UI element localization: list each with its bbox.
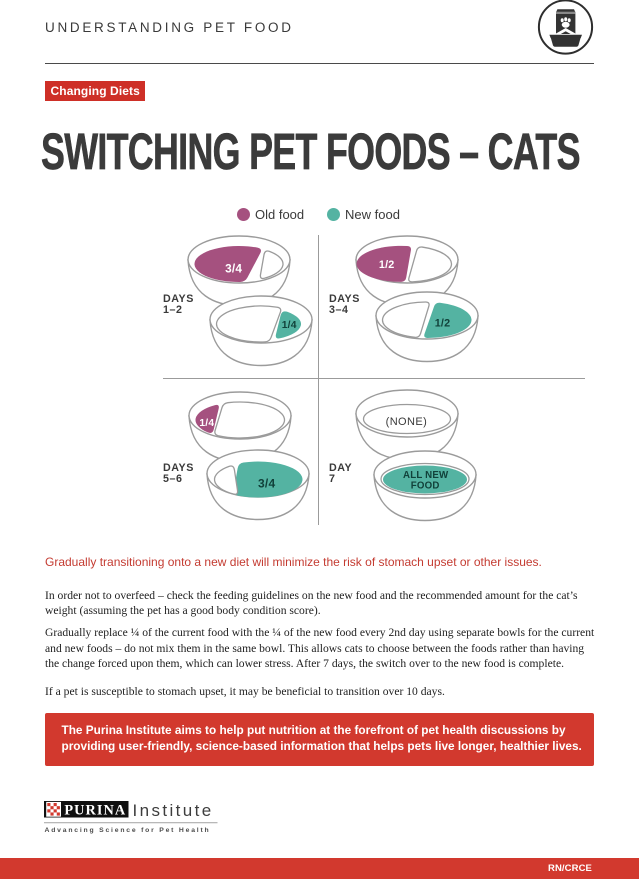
svg-text:3/4: 3/4 xyxy=(258,477,275,491)
svg-text:Advancing Science for Pet Heal: Advancing Science for Pet Health xyxy=(45,827,211,834)
svg-text:1/2: 1/2 xyxy=(379,259,395,271)
svg-text:PURINA: PURINA xyxy=(64,803,126,819)
svg-text:1/2: 1/2 xyxy=(435,318,451,330)
svg-text:1/4: 1/4 xyxy=(282,320,297,331)
svg-text:3/4: 3/4 xyxy=(225,261,242,275)
svg-text:1/4: 1/4 xyxy=(199,418,214,429)
svg-text:ALL NEW: ALL NEW xyxy=(403,470,449,481)
svg-text:(NONE): (NONE) xyxy=(386,416,428,428)
svg-text:FOOD: FOOD xyxy=(411,480,440,491)
svg-text:Institute: Institute xyxy=(133,801,214,820)
